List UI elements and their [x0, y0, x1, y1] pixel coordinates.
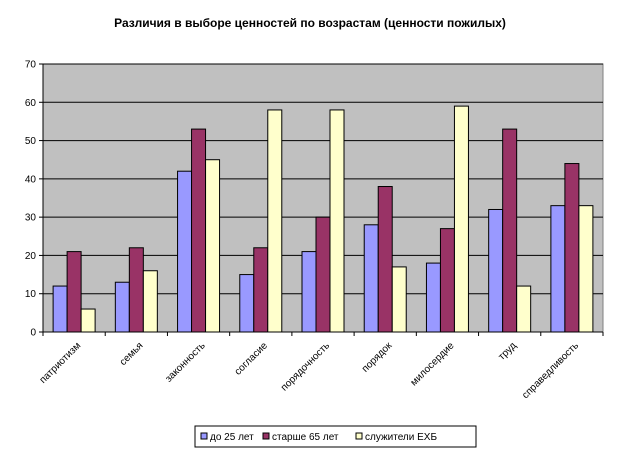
y-tick-label: 50	[25, 136, 37, 147]
legend-swatch	[262, 432, 270, 440]
category-label: милосердие	[409, 340, 457, 388]
bar	[267, 109, 283, 333]
legend: до 25 лет старше 65 лет служители ЕХБ	[194, 425, 477, 448]
bar	[439, 228, 455, 333]
bar	[114, 281, 130, 333]
bar	[301, 251, 317, 333]
category-label: семья	[118, 340, 146, 368]
bar	[391, 266, 407, 333]
legend-swatch	[355, 432, 363, 440]
bar	[205, 159, 221, 333]
legend-swatch	[200, 432, 208, 440]
bar	[128, 247, 144, 333]
bar	[177, 170, 193, 333]
bar	[315, 216, 331, 333]
bar	[329, 109, 345, 333]
bar	[66, 251, 82, 333]
category-label: патриотизм	[38, 340, 84, 386]
category-label: труд	[496, 340, 518, 362]
bars	[52, 105, 594, 333]
y-tick-label: 0	[30, 328, 36, 339]
bar	[564, 163, 580, 333]
bar	[377, 186, 393, 333]
bar	[142, 270, 158, 333]
bar	[516, 285, 532, 333]
bar	[488, 208, 504, 333]
bar	[80, 308, 96, 333]
bar	[502, 128, 518, 333]
y-axis: 0 10 20 30 40 50 60 70	[25, 60, 44, 339]
bar	[191, 128, 207, 333]
chart-title: Различия в выборе ценностей по возрастам…	[114, 16, 506, 30]
bar	[578, 205, 594, 333]
category-label: законность	[163, 340, 207, 384]
x-axis: патриотизм семья законность согласие порядоч…	[38, 331, 604, 401]
legend-label: старше 65 лет	[272, 432, 339, 443]
category-label: порядок	[360, 340, 395, 375]
y-tick-label: 10	[25, 289, 37, 300]
bar	[425, 262, 441, 333]
legend-label: до 25 лет	[210, 432, 254, 443]
category-label: согласие	[233, 340, 271, 378]
y-tick-label: 20	[25, 251, 37, 262]
bar	[253, 247, 269, 333]
category-label: порядочность	[279, 340, 332, 393]
y-tick-label: 40	[25, 174, 37, 185]
category-label: справедливость	[520, 340, 581, 401]
bar	[239, 274, 255, 333]
y-tick-label: 30	[25, 213, 37, 224]
legend-label: служители ЕХБ	[365, 432, 437, 443]
bar	[52, 285, 68, 333]
legend-box	[194, 425, 477, 448]
bar	[453, 105, 469, 333]
y-tick-label: 60	[25, 98, 37, 109]
y-tick-label: 70	[25, 60, 37, 71]
bar	[363, 224, 379, 333]
bar	[550, 205, 566, 333]
